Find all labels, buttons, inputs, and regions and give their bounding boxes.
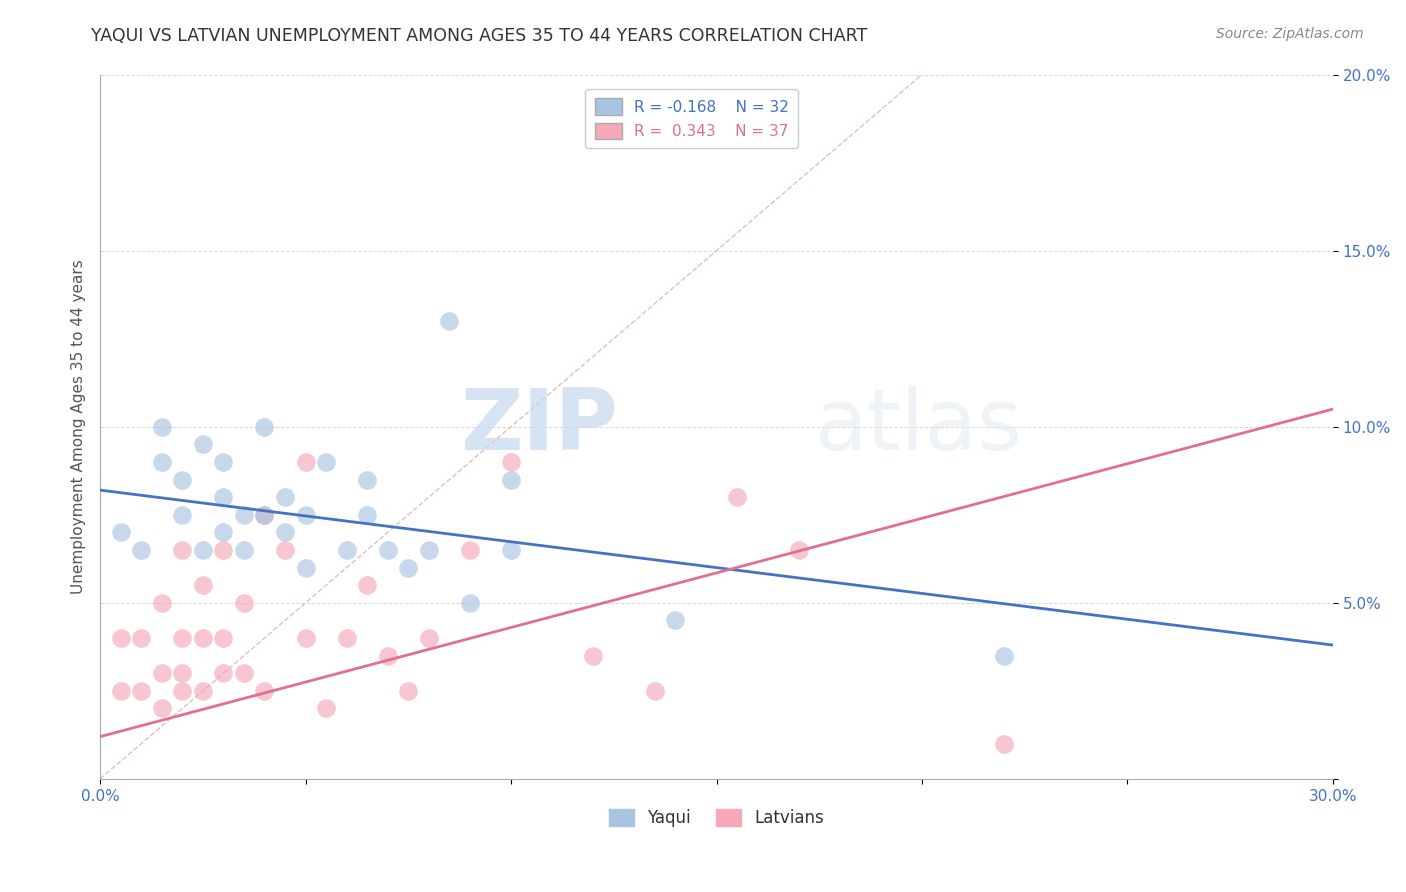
Point <box>172 543 194 558</box>
Point <box>418 631 440 645</box>
Point <box>499 455 522 469</box>
Point <box>253 419 276 434</box>
Legend: Yaqui, Latvians: Yaqui, Latvians <box>602 803 831 834</box>
Point <box>129 543 152 558</box>
Point <box>191 578 214 592</box>
Point <box>212 525 235 540</box>
Point <box>315 701 337 715</box>
Point <box>110 684 132 698</box>
Point <box>582 648 605 663</box>
Point <box>172 508 194 522</box>
Point <box>110 631 132 645</box>
Point <box>212 543 235 558</box>
Point <box>787 543 810 558</box>
Point <box>396 560 419 574</box>
Point <box>274 525 297 540</box>
Point <box>129 684 152 698</box>
Y-axis label: Unemployment Among Ages 35 to 44 years: Unemployment Among Ages 35 to 44 years <box>72 260 86 594</box>
Point <box>499 473 522 487</box>
Point <box>212 455 235 469</box>
Point <box>418 543 440 558</box>
Point <box>377 543 399 558</box>
Point <box>129 631 152 645</box>
Point <box>172 684 194 698</box>
Point <box>253 508 276 522</box>
Point <box>150 419 173 434</box>
Point <box>274 490 297 504</box>
Point <box>993 737 1015 751</box>
Point <box>172 473 194 487</box>
Text: YAQUI VS LATVIAN UNEMPLOYMENT AMONG AGES 35 TO 44 YEARS CORRELATION CHART: YAQUI VS LATVIAN UNEMPLOYMENT AMONG AGES… <box>91 27 868 45</box>
Point <box>294 508 316 522</box>
Point <box>274 543 297 558</box>
Point <box>644 684 666 698</box>
Point <box>233 543 256 558</box>
Point <box>191 631 214 645</box>
Point <box>150 455 173 469</box>
Point <box>233 596 256 610</box>
Point <box>212 490 235 504</box>
Point <box>233 666 256 681</box>
Point <box>294 560 316 574</box>
Point <box>336 543 359 558</box>
Point <box>664 614 686 628</box>
Point <box>439 314 461 328</box>
Point <box>150 596 173 610</box>
Point <box>212 631 235 645</box>
Point <box>110 525 132 540</box>
Point <box>294 455 316 469</box>
Point <box>150 701 173 715</box>
Text: Source: ZipAtlas.com: Source: ZipAtlas.com <box>1216 27 1364 41</box>
Point <box>356 473 378 487</box>
Point <box>150 666 173 681</box>
Point <box>253 508 276 522</box>
Point <box>191 437 214 451</box>
Point <box>356 508 378 522</box>
Point <box>191 684 214 698</box>
Point <box>172 631 194 645</box>
Point <box>356 578 378 592</box>
Point <box>458 596 481 610</box>
Point <box>396 684 419 698</box>
Point <box>725 490 748 504</box>
Point <box>315 455 337 469</box>
Point <box>191 543 214 558</box>
Text: atlas: atlas <box>815 385 1024 468</box>
Point <box>294 631 316 645</box>
Point <box>336 631 359 645</box>
Text: ZIP: ZIP <box>460 385 617 468</box>
Point <box>212 666 235 681</box>
Point <box>233 508 256 522</box>
Point <box>172 666 194 681</box>
Point <box>377 648 399 663</box>
Point <box>499 543 522 558</box>
Point <box>458 543 481 558</box>
Point <box>993 648 1015 663</box>
Point <box>253 684 276 698</box>
